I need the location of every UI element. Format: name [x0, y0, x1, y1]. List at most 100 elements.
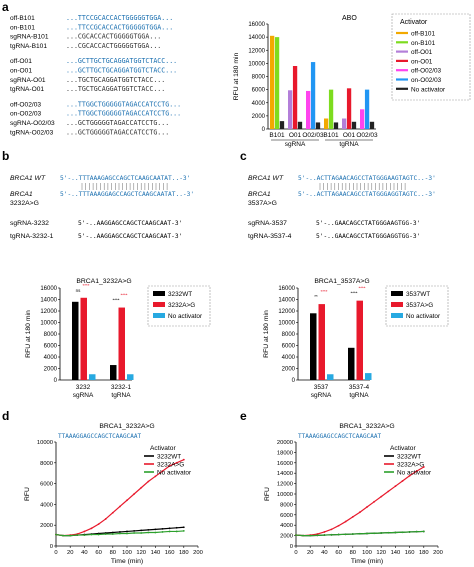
x-tick-label: 140 [151, 550, 161, 556]
bar-offo0203 [360, 109, 365, 129]
x-tick-label: 20 [67, 550, 73, 556]
data-point [119, 531, 121, 533]
guide-name: sgRNA-3537 [248, 220, 287, 227]
wt-name: BRCA1 WT [248, 175, 284, 182]
group-label: O01 [289, 132, 302, 139]
mut-name-2: 3232A>G [10, 200, 39, 207]
bar-noactivator [127, 374, 134, 380]
data-point [111, 533, 114, 535]
category-label: 3232-1 [111, 384, 132, 391]
bar-3232wt [72, 301, 79, 380]
bar-ono01 [346, 88, 352, 129]
legend-box [391, 13, 471, 101]
data-point [97, 533, 100, 536]
data-point [401, 531, 404, 534]
data-point [133, 530, 136, 532]
seq-offo01: ...GCTTGCTGCAGGATGGTCTACC... [66, 57, 177, 65]
bar-3232ag [118, 307, 125, 380]
y-tick-label: 10000 [37, 440, 53, 446]
legend-swatch [391, 302, 403, 307]
y-tick-label: 6000 [282, 344, 296, 350]
bar-3537ag [356, 300, 363, 380]
data-point [394, 485, 397, 488]
y-tick-label: 0 [262, 127, 266, 133]
y-tick-label: 18000 [277, 450, 293, 456]
data-point [344, 533, 347, 536]
y-tick-label: 10000 [40, 321, 57, 327]
data-point [323, 531, 326, 533]
y-tick-label: 4000 [44, 355, 58, 361]
data-point [133, 493, 136, 495]
bar-3537wt [310, 313, 317, 380]
significance-label: ** [314, 294, 318, 299]
y-tick-label: 12000 [278, 309, 295, 315]
data-point [422, 530, 425, 533]
y-tick-label: 6000 [44, 344, 58, 350]
y-tick-label: 14000 [277, 471, 293, 477]
data-point [182, 530, 185, 532]
legend-label: off-O01 [411, 49, 433, 56]
y-tick-label: 8000 [282, 332, 296, 338]
significance-label: **** [350, 291, 357, 296]
y-tick-label: 12000 [40, 309, 57, 315]
panel-e-chart: BRCA1_3232A>GTTAAAGGAGCCAGCTCAAGCAAT0200… [264, 423, 443, 565]
x-tick-label: 40 [321, 550, 327, 556]
x-tick-label: 0 [294, 550, 297, 556]
data-point [90, 527, 93, 530]
legend-label: 3232A>G [168, 302, 195, 309]
data-point [161, 527, 164, 530]
data-point [147, 528, 150, 531]
wt-seq: 5'-..ACTTAGAACAGCCTATGGGAAGTAGTC..-3' [298, 175, 436, 182]
chart-title: BRCA1_3232A>G [99, 423, 154, 430]
seq-ono01: ...GCTTGCTGCAGGATGGTCTACC... [66, 67, 177, 75]
seq-name-sgrnab101: sgRNA-B101 [10, 34, 49, 41]
y-tick-label: 0 [54, 378, 58, 384]
category-label: 3537-4 [349, 384, 370, 391]
category-sub-label: tgRNA [111, 392, 131, 399]
bar-3537ag [318, 304, 325, 380]
seq-sgrnab101: ...CGCACCACTGGGGGTGGA... [66, 33, 161, 41]
legend-label: No activator [157, 470, 192, 477]
series-line-3232ag [295, 466, 425, 537]
chart-title: BRCA1_3537A>G [314, 278, 369, 285]
data-point [337, 524, 340, 527]
seq-name-ono01: on-O01 [10, 68, 32, 75]
data-point [422, 466, 425, 468]
legend: 3537WT 3537A>G No activator [385, 285, 449, 327]
data-point [344, 520, 347, 523]
data-point [97, 523, 100, 526]
data-point [119, 532, 121, 535]
panel-letter-a: a [2, 0, 9, 14]
data-point [104, 518, 107, 520]
legend: Activator off-B101 on-B101 off-O01 on-O01 off… [391, 13, 471, 101]
legend-label: No activator [168, 313, 203, 320]
seq-tgrnab101: ...CGCACCACTGGGGGTGGA... [66, 42, 161, 50]
category-label: tgRNA [339, 141, 359, 148]
data-point [161, 470, 164, 473]
data-point [154, 531, 157, 534]
data-point [140, 529, 143, 532]
x-tick-label: 200 [193, 550, 203, 556]
group-label: O02/03 [302, 132, 324, 139]
seq-name-offo01: off-O01 [10, 58, 32, 65]
legend-label: on-O02/03 [411, 77, 442, 84]
data-point [394, 531, 397, 534]
x-tick-label: 200 [433, 550, 443, 556]
legend-label: 3232A>G [157, 462, 184, 469]
bar-ono0203 [310, 62, 316, 129]
legend-box [147, 285, 211, 327]
y-tick-label: 16000 [277, 461, 293, 467]
y-tick-label: 12000 [277, 482, 293, 488]
panel-letter-d: d [2, 409, 9, 423]
data-point [387, 490, 390, 493]
data-point [415, 530, 418, 533]
y-tick-label: 14000 [248, 35, 265, 41]
bar-offb101 [324, 118, 329, 129]
data-point [182, 526, 185, 529]
data-point [168, 527, 171, 530]
legend-swatch [391, 313, 403, 318]
y-axis-label: RFU [264, 487, 271, 501]
legend-label: 3537A>G [406, 302, 433, 309]
data-point [330, 533, 333, 536]
x-tick-label: 120 [136, 550, 146, 556]
